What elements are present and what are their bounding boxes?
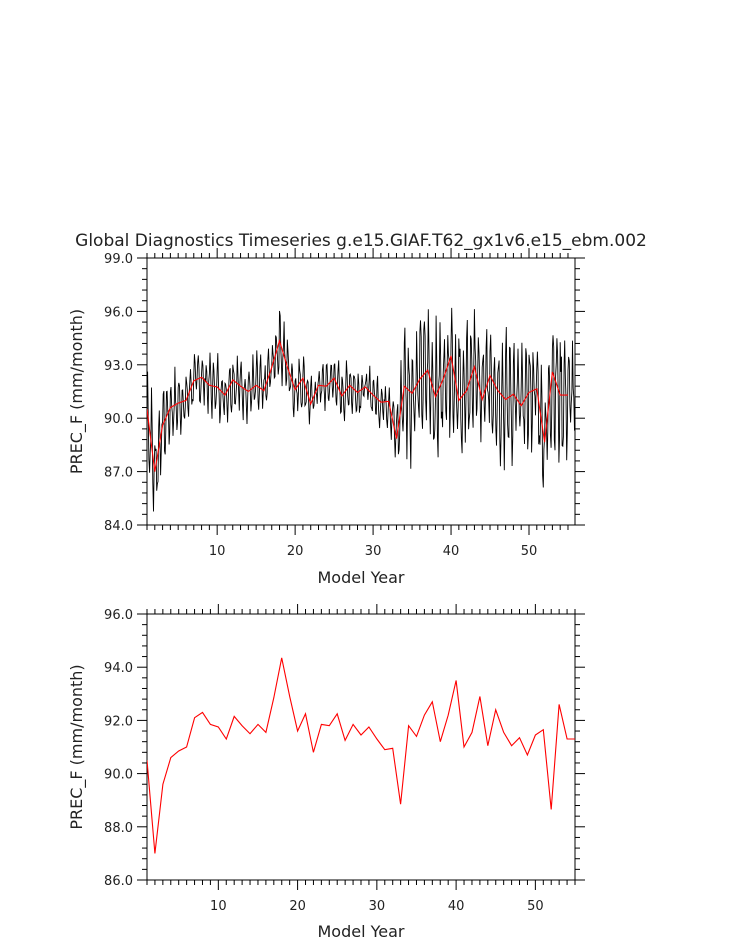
y-tick-label: 90.0	[104, 412, 133, 427]
y-axis-label: PREC_F (mm/month)	[67, 664, 87, 829]
y-tick-label: 88.0	[104, 821, 133, 836]
y-tick-label: 84.0	[104, 519, 133, 534]
x-tick-label: 50	[521, 544, 538, 559]
chart-title: Global Diagnostics Timeseries g.e15.GIAF…	[75, 231, 647, 251]
x-axis-label: Model Year	[318, 922, 405, 941]
y-tick-label: 86.0	[104, 874, 133, 889]
y-tick-label: 90.0	[104, 768, 133, 783]
x-tick-label: 30	[365, 544, 382, 559]
y-tick-label: 99.0	[104, 252, 133, 267]
x-tick-label: 40	[448, 899, 465, 914]
x-tick-label: 20	[289, 899, 306, 914]
y-axis-label: PREC_F (mm/month)	[67, 309, 87, 474]
x-tick-label: 30	[369, 899, 386, 914]
y-tick-label: 92.0	[104, 714, 133, 729]
x-tick-label: 10	[209, 544, 226, 559]
x-tick-label: 40	[443, 544, 460, 559]
chart-2: 86.0 88.0 90.0 92.0 94.0 96.0 10 20 30 40 50 Model …	[67, 604, 585, 941]
y-tick-label: 87.0	[104, 466, 133, 481]
x-tick-label: 10	[210, 899, 227, 914]
y-tick-label: 96.0	[104, 305, 133, 320]
y-tick-label: 93.0	[104, 359, 133, 374]
plot-frame	[146, 257, 576, 526]
y-tick-label: 96.0	[104, 608, 133, 623]
x-tick-label: 20	[287, 544, 304, 559]
x-axis-label: Model Year	[318, 568, 405, 587]
y-tick-label: 94.0	[104, 661, 133, 676]
x-tick-label: 50	[527, 899, 544, 914]
chart-1: 84.0 87.0 90.0 93.0 96.0 99.0 10 20 30 40 50 Model …	[67, 231, 647, 587]
plot-frame	[146, 613, 576, 881]
series-annual-mean-line	[147, 657, 575, 854]
series-annual-mean-line	[147, 338, 568, 472]
series-monthly-line	[147, 307, 575, 512]
